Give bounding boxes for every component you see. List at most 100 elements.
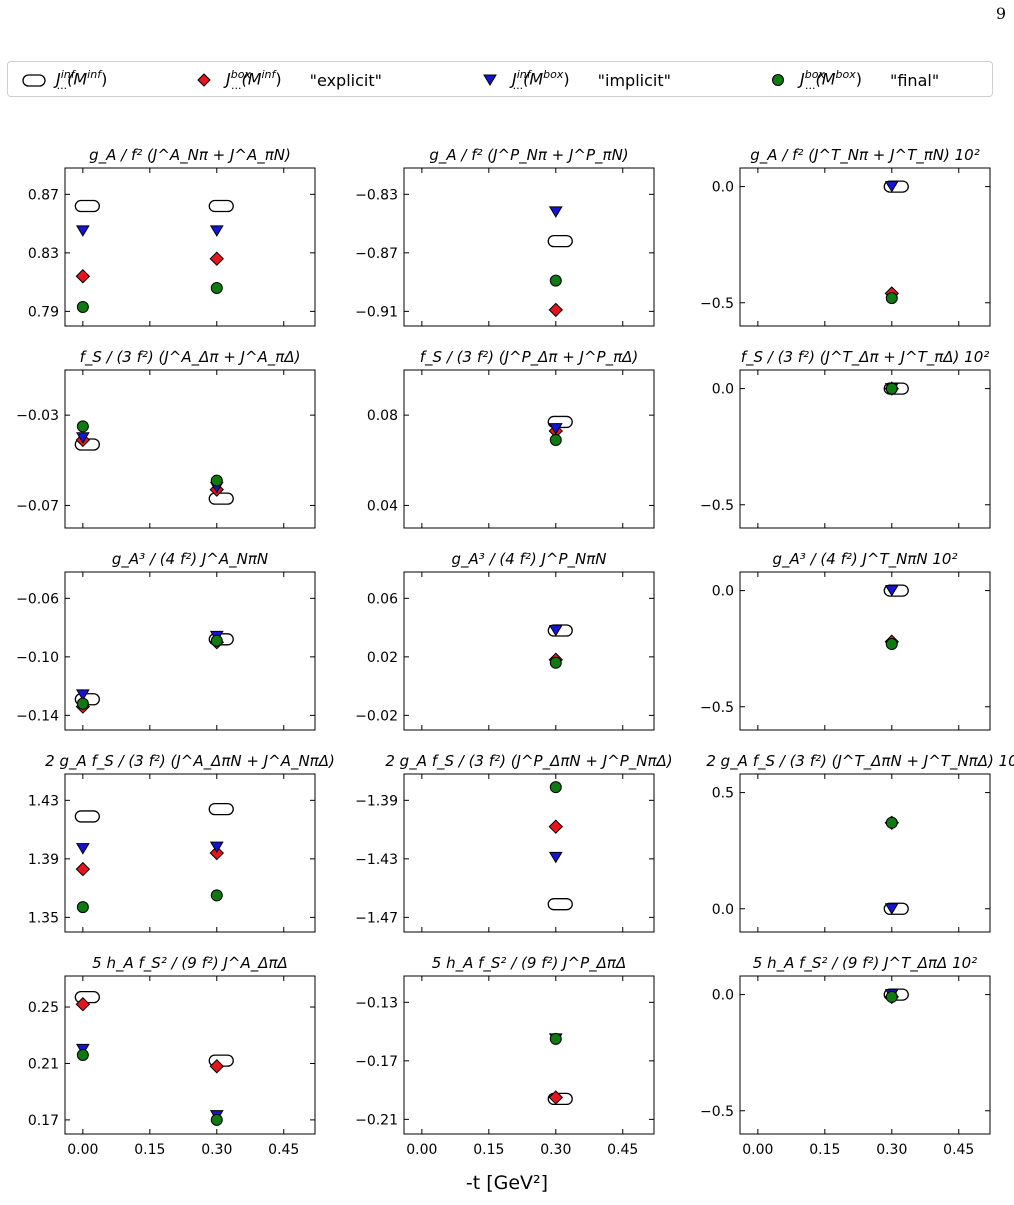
data-point-inf-inf	[208, 492, 234, 505]
data-point-inf-inf	[208, 199, 234, 213]
plot-frame	[403, 571, 655, 731]
x-tick-label: 0.00	[67, 1142, 98, 1158]
y-tick-label: −0.87	[355, 246, 398, 262]
y-tick-label: 1.35	[28, 910, 59, 926]
x-tick-label: 0.30	[876, 1142, 907, 1158]
y-tick-label: −0.13	[355, 995, 398, 1011]
panel-title: 2 g_A f_S / (3 f²) (J^T_ΔπN + J^T_NπΔ) 1…	[706, 752, 1014, 771]
y-tick-label: 0.0	[712, 584, 734, 600]
y-tick-label: 0.79	[28, 304, 59, 320]
y-tick-label: 0.08	[367, 408, 398, 424]
legend: Jinf...(Minf) Jbox...(Minf) "explicit" J…	[7, 61, 993, 97]
x-tick-label: 0.45	[943, 1142, 974, 1158]
data-point-box-box	[210, 1113, 223, 1126]
y-tick-label: 0.0	[712, 382, 734, 398]
panel-7: g_A³ / (4 f²) J^A_NπN −0.14 −0.10 −0.06	[16, 550, 316, 731]
data-point-inf-inf	[208, 802, 234, 816]
y-tick-label: −0.5	[700, 498, 734, 514]
panel-12: 2 g_A f_S / (3 f²) (J^T_ΔπN + J^T_NπΔ) 1…	[706, 752, 1014, 933]
data-point-box-box	[76, 697, 89, 710]
panel-title: g_A / f² (J^A_Nπ + J^A_πN)	[89, 146, 291, 165]
data-point-box-box	[210, 889, 223, 902]
panel-10: 2 g_A f_S / (3 f²) (J^A_ΔπN + J^A_NπΔ) 1.…	[28, 752, 335, 933]
legend-label: Jbox...(Minf)	[226, 68, 282, 92]
data-point-inf-box	[75, 843, 90, 855]
panel-title: f_S / (3 f²) (J^P_Δπ + J^P_πΔ)	[420, 348, 638, 367]
y-tick-label: −1.47	[355, 910, 398, 926]
data-point-box-inf	[75, 269, 91, 284]
legend-label: Jinf...(Minf)	[56, 68, 108, 92]
y-tick-label: −0.03	[16, 408, 59, 424]
plot-frame	[403, 975, 655, 1135]
plot-frame	[739, 369, 991, 529]
data-point-box-box	[885, 990, 898, 1003]
data-point-inf-box	[75, 432, 90, 444]
x-axis-label: -t [GeV²]	[465, 1172, 549, 1194]
y-tick-label: −0.10	[16, 650, 59, 666]
legend-desc-implicit: "implicit"	[597, 70, 671, 90]
y-tick-label: −0.21	[355, 1112, 398, 1128]
data-point-box-box	[885, 816, 898, 829]
data-point-box-box	[885, 638, 898, 651]
panel-title: f_S / (3 f²) (J^T_Δπ + J^T_πΔ) 10²	[741, 348, 990, 367]
diamond-marker-icon	[197, 73, 211, 87]
data-point-inf-inf	[74, 810, 100, 823]
y-tick-label: 0.17	[28, 1113, 59, 1129]
data-point-box-box	[210, 281, 223, 294]
legend-item-box-box: Jbox...(Mbox) "final"	[766, 62, 939, 98]
x-tick-label: 0.15	[809, 1142, 840, 1158]
panel-title: g_A / f² (J^P_Nπ + J^P_πN)	[429, 146, 628, 165]
x-tick-label: 0.15	[134, 1142, 165, 1158]
data-point-box-inf	[548, 302, 563, 318]
data-point-inf-inf	[547, 234, 573, 248]
y-tick-label: −1.39	[355, 793, 398, 809]
data-point-inf-box	[209, 225, 224, 237]
y-tick-label: −0.5	[700, 296, 734, 312]
y-tick-label: 0.0	[712, 902, 734, 918]
data-point-box-inf	[209, 251, 224, 266]
data-point-box-box	[76, 1049, 89, 1061]
y-tick-label: 1.43	[28, 793, 59, 809]
y-tick-label: 0.5	[712, 786, 734, 802]
x-tick-label: 0.45	[607, 1142, 638, 1158]
data-point-box-box	[549, 274, 562, 287]
y-tick-label: −0.06	[16, 591, 59, 607]
plot-frame	[403, 167, 655, 327]
data-point-box-box	[76, 420, 89, 433]
y-tick-label: −0.02	[355, 708, 398, 724]
data-point-box-box	[549, 656, 562, 669]
y-tick-label: −0.91	[355, 304, 398, 320]
y-tick-label: −0.17	[355, 1054, 398, 1070]
panel-2: g_A / f² (J^P_Nπ + J^P_πN) −0.91 −0.87 −0.8…	[355, 146, 655, 327]
legend-item-inf-inf: Jinf...(Minf)	[22, 62, 107, 98]
legend-desc-explicit: "explicit"	[309, 70, 382, 90]
y-tick-label: 0.21	[28, 1056, 59, 1072]
panel-title: 5 h_A f_S² / (9 f²) J^T_ΔπΔ 10²	[753, 954, 977, 973]
y-tick-label: −0.5	[700, 1104, 734, 1120]
x-tick-label: 0.00	[742, 1142, 773, 1158]
pill-marker-icon	[22, 74, 46, 87]
data-point-box-box	[885, 292, 898, 305]
data-point-inf-box	[548, 423, 563, 435]
plot-frame	[739, 167, 991, 327]
y-tick-label: 0.87	[28, 187, 59, 203]
panel-title: g_A³ / (4 f²) J^P_NπN	[452, 550, 607, 569]
panel-title: 2 g_A f_S / (3 f²) (J^A_ΔπN + J^A_NπΔ)	[45, 752, 335, 771]
legend-label: Jinf...(Mbox)	[512, 68, 570, 92]
data-point-inf-box	[548, 851, 563, 864]
plot-frame	[64, 773, 316, 933]
y-tick-label: 0.04	[367, 498, 398, 514]
data-point-box-inf	[209, 1059, 224, 1074]
plot-frame	[403, 369, 655, 529]
data-point-box-box	[210, 474, 223, 487]
data-point-inf-box	[548, 625, 563, 637]
panel-title: g_A³ / (4 f²) J^A_NπN	[112, 550, 268, 569]
page-number: 9	[995, 4, 1006, 23]
plot-frame	[739, 571, 991, 731]
data-point-box-box	[76, 901, 89, 914]
data-point-box-box	[210, 634, 223, 647]
circle-marker-icon	[772, 74, 784, 86]
data-point-box-inf	[75, 997, 91, 1012]
data-point-box-box	[549, 781, 562, 794]
